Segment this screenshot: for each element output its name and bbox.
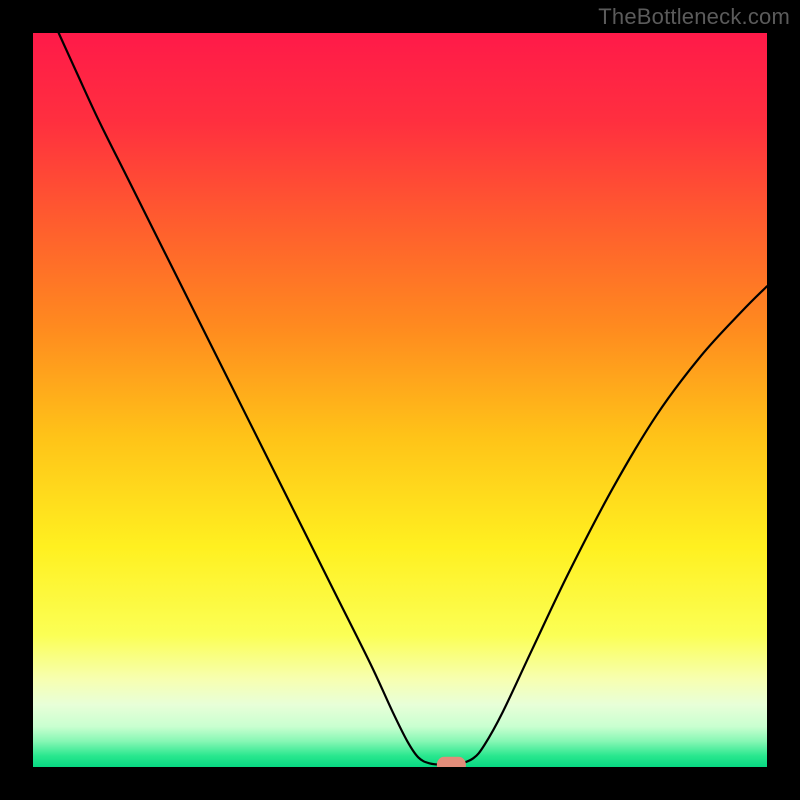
bottleneck-chart xyxy=(0,0,800,800)
plot-gradient-background xyxy=(33,33,767,767)
